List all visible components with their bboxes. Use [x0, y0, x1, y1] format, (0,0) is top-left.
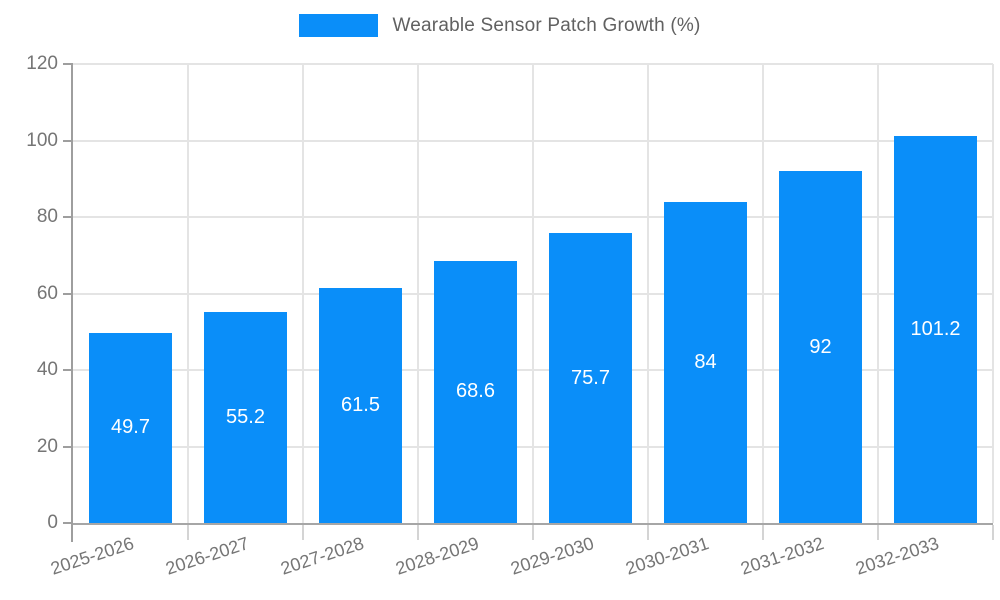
- y-tick-label: 80: [36, 206, 58, 227]
- x-gridline: [187, 64, 189, 523]
- x-tick-mark: [992, 525, 994, 540]
- y-tick-mark: [63, 292, 73, 295]
- y-tick-label: 100: [26, 129, 58, 151]
- y-tick-mark: [63, 63, 73, 65]
- x-tick-label: 2029-2030: [508, 533, 597, 579]
- bar-value-label: 55.2: [226, 405, 265, 428]
- x-tick-mark: [877, 525, 879, 540]
- bar-value-label: 49.7: [111, 416, 150, 439]
- x-gridline: [302, 64, 304, 523]
- legend[interactable]: Wearable Sensor Patch Growth (%): [0, 14, 1000, 37]
- bar-value-label: 84: [694, 350, 717, 373]
- x-tick-label: 2028-2029: [393, 533, 482, 579]
- bar[interactable]: 55.2: [204, 311, 287, 523]
- bar[interactable]: 92: [779, 171, 862, 523]
- bar-value-label: 75.7: [571, 366, 610, 389]
- x-tick-label: 2031-2032: [738, 533, 827, 579]
- x-tick-mark: [762, 525, 764, 540]
- x-tick-mark: [187, 525, 189, 540]
- bar[interactable]: 49.7: [89, 332, 172, 523]
- y-tick-mark: [63, 522, 73, 524]
- y-tick-mark: [63, 369, 73, 371]
- x-axis: [73, 523, 993, 525]
- x-tick-label: 2026-2027: [163, 533, 252, 579]
- x-tick-label: 2030-2031: [623, 533, 712, 579]
- bar[interactable]: 68.6: [434, 260, 517, 523]
- x-gridline: [992, 64, 994, 523]
- x-tick-label: 2032-2033: [853, 533, 942, 579]
- x-gridline: [877, 64, 879, 523]
- x-tick-mark: [532, 525, 534, 540]
- x-tick-mark: [302, 525, 304, 540]
- y-tick-label: 20: [36, 435, 58, 457]
- y-tick-label: 60: [36, 282, 58, 304]
- x-gridline: [417, 64, 419, 523]
- y-tick-label: 0: [47, 512, 58, 533]
- x-tick-label: 2027-2028: [278, 533, 367, 579]
- bar[interactable]: 75.7: [549, 233, 632, 523]
- x-gridline: [647, 64, 649, 523]
- y-tick-mark: [63, 139, 73, 142]
- x-gridline: [762, 64, 764, 523]
- y-tick-mark: [63, 216, 73, 218]
- y-axis: [71, 64, 73, 542]
- x-tick-mark: [647, 525, 649, 540]
- x-gridline: [532, 64, 534, 523]
- legend-swatch: [299, 14, 379, 37]
- bar[interactable]: 101.2: [894, 135, 977, 523]
- legend-label: Wearable Sensor Patch Growth (%): [392, 14, 701, 36]
- x-tick-mark: [417, 525, 419, 540]
- bar[interactable]: 84: [664, 201, 747, 523]
- bar-value-label: 61.5: [341, 393, 380, 416]
- bar-value-label: 101.2: [910, 317, 961, 340]
- bar[interactable]: 61.5: [319, 287, 402, 523]
- bar-value-label: 68.6: [456, 380, 495, 403]
- bar-value-label: 92: [809, 335, 832, 358]
- y-tick-mark: [63, 445, 73, 448]
- y-tick-label: 120: [26, 53, 58, 74]
- y-tick-label: 40: [36, 359, 58, 380]
- x-tick-label: 2025-2026: [48, 533, 137, 579]
